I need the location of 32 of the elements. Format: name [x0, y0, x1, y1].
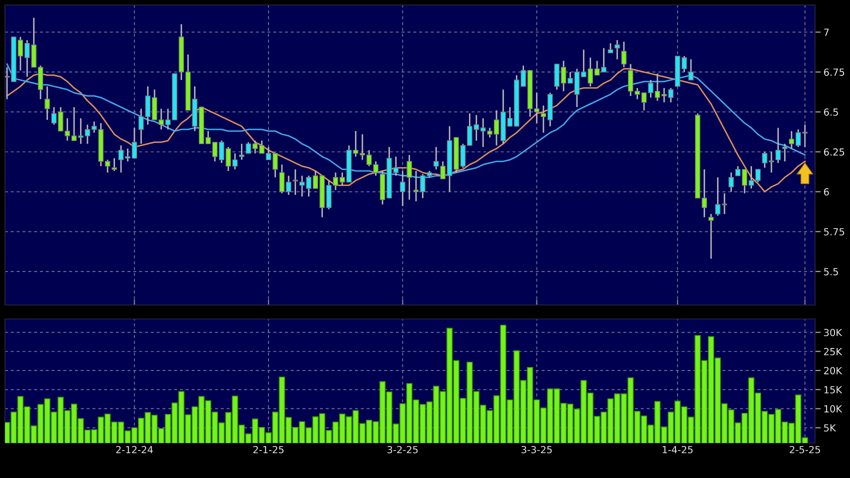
y-tick-label: 6.25	[824, 148, 844, 156]
y-tick-label: 5.5	[824, 268, 838, 276]
candlestick	[112, 157, 117, 172]
x-tick-label: 3-3-25	[522, 446, 552, 454]
y-tick-label: 7	[824, 28, 829, 36]
candlestick	[688, 58, 694, 81]
y-tick-label: 6.75	[824, 68, 844, 76]
y-tick-label: 25K	[824, 348, 842, 356]
candlestick	[44, 86, 50, 121]
candlestick	[406, 154, 412, 200]
x-tick-label: 2-1-25	[253, 446, 284, 454]
y-tick-label: 6	[824, 188, 829, 196]
candlestick	[614, 39, 620, 60]
candlestick	[728, 172, 734, 192]
candlestick	[621, 41, 627, 68]
x-tick-label: 1-4-25	[662, 446, 693, 454]
x-tick-label: 3-2-25	[387, 446, 418, 454]
x-tick-label: 2-5-25	[790, 446, 820, 454]
y-tick-label: 6.5	[824, 108, 838, 116]
candlestick	[400, 170, 406, 207]
candlestick	[775, 127, 781, 164]
y-tick-label: 15K	[824, 386, 842, 394]
y-tick-label: 30K	[824, 328, 842, 336]
x-tick-label: 2-12-24	[116, 446, 153, 454]
y-tick-label: 10K	[824, 405, 842, 412]
y-tick-label: 5K	[824, 424, 836, 432]
y-tick-label: 5.75	[824, 228, 844, 236]
candlestick	[292, 168, 298, 196]
candlestick	[239, 143, 244, 160]
candlestick	[782, 143, 788, 162]
candlestick	[708, 213, 714, 260]
y-tick-label: 20K	[824, 366, 842, 374]
